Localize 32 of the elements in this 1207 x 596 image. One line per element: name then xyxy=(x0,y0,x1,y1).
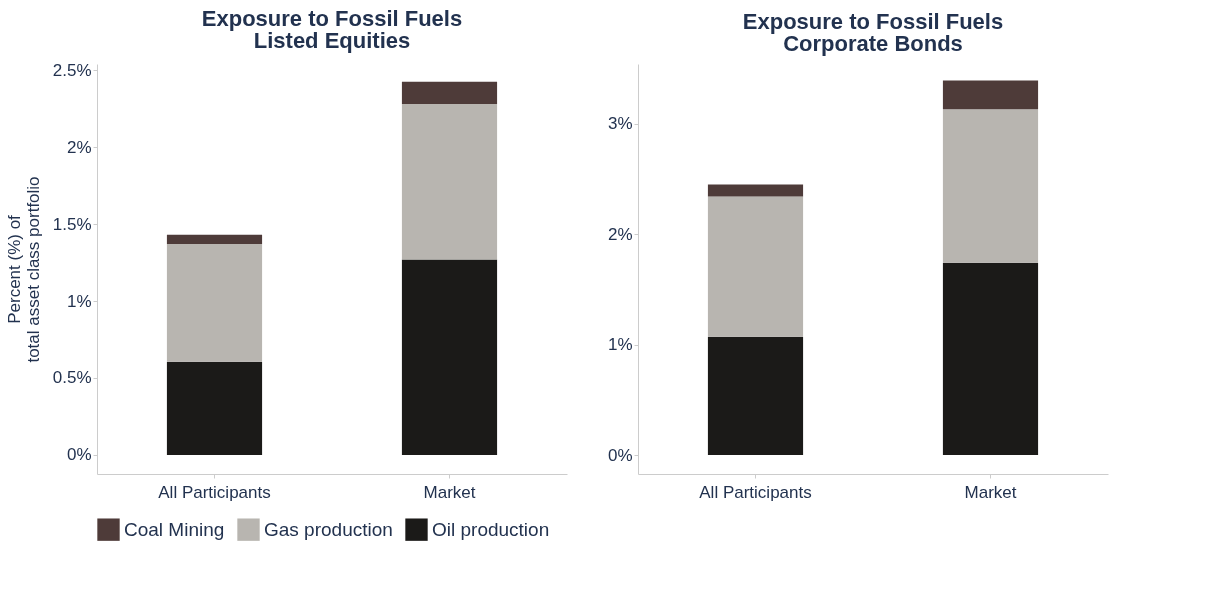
chart-title: Exposure to Fossil Fuels xyxy=(742,9,1004,34)
y-tick-label: 0% xyxy=(607,445,633,465)
y-tick-label: 0.5% xyxy=(52,368,92,388)
bar xyxy=(166,361,263,455)
bar xyxy=(707,184,804,197)
y-tick-label: 1% xyxy=(66,291,92,311)
bar xyxy=(166,234,263,244)
y-axis-title: Percent (%) of total asset class portfolio xyxy=(4,176,43,363)
y-tick-label: 2% xyxy=(66,137,92,157)
y-tick-label: 1.5% xyxy=(52,214,92,234)
bar xyxy=(401,259,498,455)
x-tick-label: All Participants xyxy=(158,482,271,502)
bar xyxy=(707,336,804,455)
bar xyxy=(166,243,263,362)
y-tick-label: 2% xyxy=(607,224,633,244)
bar xyxy=(401,81,498,105)
bar xyxy=(942,80,1039,110)
bar xyxy=(401,104,498,260)
x-tick-label: Market xyxy=(423,482,476,502)
bar xyxy=(707,196,804,337)
x-tick-label: Market xyxy=(964,482,1017,502)
y-tick-label: 2.5% xyxy=(52,60,92,80)
x-tick-label: All Participants xyxy=(699,482,812,502)
bar xyxy=(942,109,1039,263)
y-tick-label: 0% xyxy=(66,445,92,465)
legend-label: Gas production xyxy=(264,518,393,540)
legend-label: Coal Mining xyxy=(124,518,225,540)
legend-label: Oil production xyxy=(432,518,550,540)
y-tick-label: 3% xyxy=(607,114,633,134)
y-tick-label: 1% xyxy=(607,335,633,355)
chart-subtitle: Corporate Bonds xyxy=(783,31,963,56)
bar xyxy=(942,262,1039,455)
